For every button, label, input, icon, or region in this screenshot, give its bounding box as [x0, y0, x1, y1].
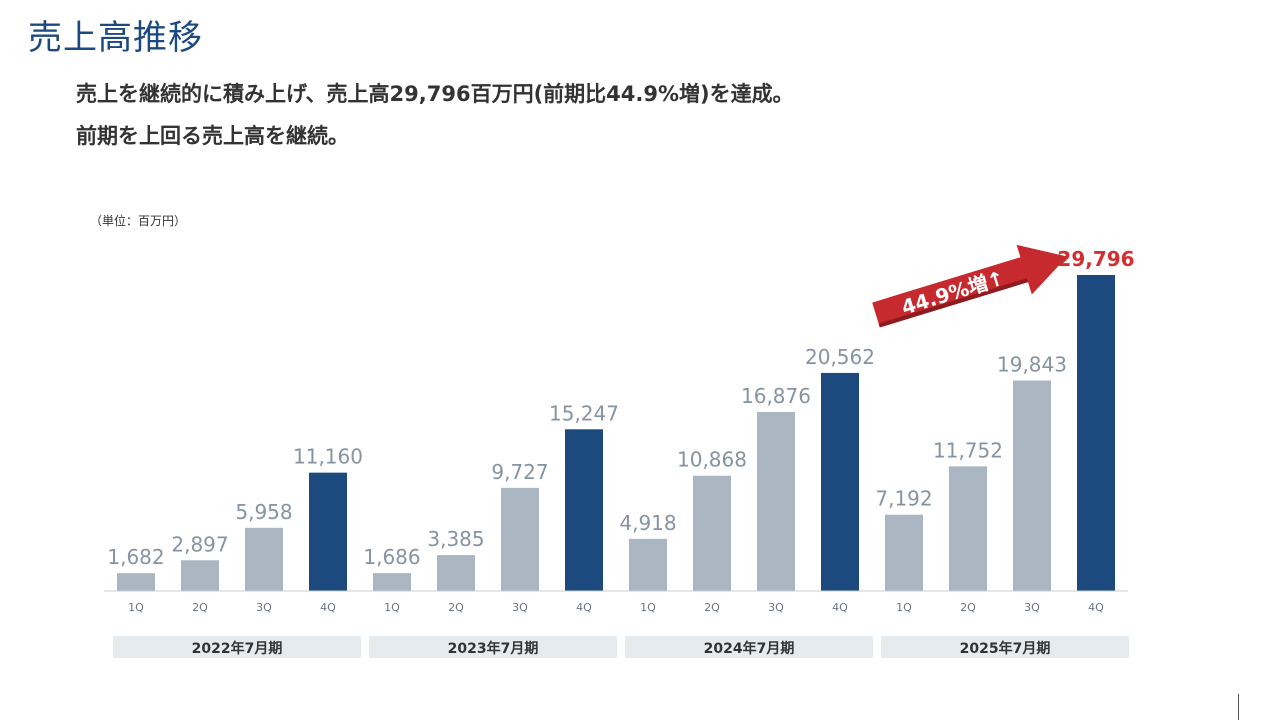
value-label: 11,160	[293, 445, 363, 469]
quarter-label: 3Q	[1024, 601, 1040, 614]
quarter-label: 1Q	[896, 601, 912, 614]
bar-2023年7月期-4Q	[565, 429, 603, 591]
bar-2022年7月期-1Q	[117, 573, 155, 591]
year-label: 2025年7月期	[960, 640, 1051, 657]
bar-2024年7月期-4Q	[821, 372, 859, 591]
quarter-label: 2Q	[192, 601, 208, 614]
bar-2024年7月期-2Q	[693, 475, 731, 591]
bar-2022年7月期-4Q	[309, 472, 347, 591]
quarter-label: 1Q	[128, 601, 144, 614]
quarter-label: 2Q	[704, 601, 720, 614]
value-label: 11,752	[933, 438, 1003, 462]
bar-2024年7月期-1Q	[629, 538, 667, 591]
quarter-label: 2Q	[448, 601, 464, 614]
lead-line-2: 前期を上回る売上高を継続。	[76, 124, 349, 148]
bar-2025年7月期-4Q	[1077, 275, 1115, 591]
growth-arrow-label: 44.9%増↑	[899, 266, 1008, 320]
value-label: 3,385	[427, 527, 484, 551]
quarter-label: 4Q	[576, 601, 592, 614]
value-label: 20,562	[805, 345, 875, 369]
quarter-label: 4Q	[832, 601, 848, 614]
bar-2024年7月期-3Q	[757, 412, 795, 591]
bar-2023年7月期-1Q	[373, 573, 411, 591]
page-title: 売上高推移	[28, 18, 203, 58]
value-label: 7,192	[875, 487, 932, 511]
bar-2023年7月期-2Q	[437, 555, 475, 591]
value-label: 29,796	[1057, 247, 1134, 271]
growth-arrow-shade	[878, 278, 1029, 328]
quarter-label: 3Q	[256, 601, 272, 614]
bar-2022年7月期-3Q	[245, 527, 283, 591]
growth-arrow: 44.9%増↑	[872, 244, 1068, 328]
quarter-label: 3Q	[512, 601, 528, 614]
page-edge-divider	[1238, 694, 1239, 720]
quarter-label: 1Q	[640, 601, 656, 614]
quarter-label: 1Q	[384, 601, 400, 614]
year-box	[625, 636, 873, 658]
quarter-label: 3Q	[768, 601, 784, 614]
bar-2025年7月期-1Q	[885, 514, 923, 591]
year-box	[881, 636, 1129, 658]
year-box	[113, 636, 361, 658]
quarter-label: 4Q	[1088, 601, 1104, 614]
bar-2022年7月期-2Q	[181, 560, 219, 591]
bar-2025年7月期-3Q	[1013, 380, 1051, 591]
bar-2023年7月期-3Q	[501, 487, 539, 591]
year-box	[369, 636, 617, 658]
year-label: 2023年7月期	[448, 640, 539, 657]
value-label: 9,727	[491, 460, 548, 484]
bar-2025年7月期-2Q	[949, 466, 987, 591]
lead-line-1: 売上を継続的に積み上げ、売上高29,796百万円(前期比44.9%増)を達成。	[76, 82, 794, 106]
value-label: 1,682	[107, 545, 164, 569]
value-label: 15,247	[549, 401, 619, 425]
value-label: 4,918	[619, 511, 676, 535]
value-label: 5,958	[235, 500, 292, 524]
year-label: 2022年7月期	[192, 640, 283, 657]
unit-label: （単位：百万円）	[90, 214, 187, 228]
value-label: 10,868	[677, 448, 747, 472]
quarter-label: 2Q	[960, 601, 976, 614]
year-label: 2024年7月期	[704, 640, 795, 657]
value-label: 1,686	[363, 545, 420, 569]
growth-arrow-shape	[872, 244, 1068, 328]
value-label: 16,876	[741, 384, 811, 408]
value-label: 2,897	[171, 532, 228, 556]
value-label: 19,843	[997, 353, 1067, 377]
quarter-label: 4Q	[320, 601, 336, 614]
